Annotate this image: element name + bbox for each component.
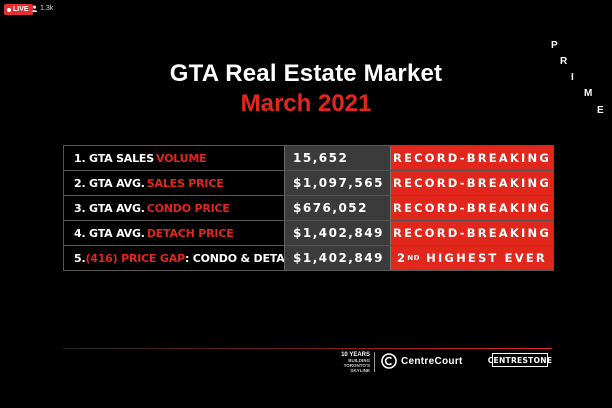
row-value: $1,402,849 xyxy=(285,221,391,245)
viewer-count: 1.3k xyxy=(31,4,53,13)
table-row: 1. GTA SALES VOLUME 15,652 RECORD-BREAKI… xyxy=(64,146,553,171)
years-line: TORONTO'S xyxy=(343,363,370,368)
label-prefix: 5. xyxy=(74,251,86,265)
status-number: 2 xyxy=(397,251,408,265)
prime-letter-i: I xyxy=(571,72,574,83)
label-highlight: CONDO PRICE xyxy=(146,201,230,215)
footer-vertical-divider xyxy=(374,352,375,372)
prime-letter-m: M xyxy=(584,88,593,99)
row-value: $676,052 xyxy=(285,196,391,220)
years-line: SKYLINE xyxy=(350,368,370,373)
market-stats-table: 1. GTA SALES VOLUME 15,652 RECORD-BREAKI… xyxy=(63,145,554,271)
label-prefix: 3. GTA AVG. xyxy=(74,201,145,215)
row-status: 2 ND HIGHEST EVER xyxy=(391,246,553,270)
row-label: 1. GTA SALES VOLUME xyxy=(64,146,285,170)
years-line: 10 YEARS xyxy=(341,352,370,358)
status-ordinal-suffix: ND xyxy=(407,254,420,262)
prime-letter-r: R xyxy=(560,56,568,67)
centrecourt-logo-icon xyxy=(381,353,397,369)
viewer-count-label: 1.3k xyxy=(40,5,54,12)
table-row: 2. GTA AVG. SALES PRICE $1,097,565 RECOR… xyxy=(64,171,553,196)
label-prefix: 4. GTA AVG. xyxy=(74,226,145,240)
label-highlight: DETACH PRICE xyxy=(146,226,234,240)
page-title: GTA Real Estate Market xyxy=(169,60,443,87)
row-label: 3. GTA AVG. CONDO PRICE xyxy=(64,196,285,220)
table-row: 4. GTA AVG. DETACH PRICE $1,402,849 RECO… xyxy=(64,221,553,246)
row-label: 5. (416) PRICE GAP: CONDO & DETACH xyxy=(64,246,285,270)
live-badge: LIVE xyxy=(4,4,33,15)
live-dot-icon xyxy=(7,7,11,12)
row-label: 4. GTA AVG. DETACH PRICE xyxy=(64,221,285,245)
prime-letter-p: P xyxy=(551,40,558,51)
user-icon xyxy=(31,5,38,12)
years-line: BUILDING xyxy=(348,358,370,363)
table-row: 5. (416) PRICE GAP: CONDO & DETACH $1,40… xyxy=(64,246,553,270)
row-value: $1,402,849 xyxy=(285,246,391,270)
prime-letter-e: E xyxy=(597,105,604,116)
row-value: 15,652 xyxy=(285,146,391,170)
label-highlight: SALES PRICE xyxy=(146,176,224,190)
page-subtitle: March 2021 xyxy=(240,90,372,117)
label-prefix: 2. GTA AVG. xyxy=(74,176,145,190)
centrecourt-brand: CentreCourt xyxy=(401,356,463,367)
row-status: RECORD-BREAKING xyxy=(391,221,553,245)
row-value: $1,097,565 xyxy=(285,171,391,195)
label-suffix: : CONDO & DETACH xyxy=(184,251,285,265)
row-label: 2. GTA AVG. SALES PRICE xyxy=(64,171,285,195)
row-status: RECORD-BREAKING xyxy=(391,171,553,195)
centrestone-logo: CENTRESTONE xyxy=(488,353,552,367)
label-highlight: VOLUME xyxy=(155,151,207,165)
label-prefix: 1. GTA SALES xyxy=(74,151,154,165)
row-status: RECORD-BREAKING xyxy=(391,146,553,170)
ten-years-tagline: 10 YEARS BUILDING TORONTO'S SKYLINE xyxy=(330,352,370,373)
row-status: RECORD-BREAKING xyxy=(391,196,553,220)
footer-divider-line xyxy=(63,348,552,349)
label-highlight: (416) PRICE GAP xyxy=(85,251,185,265)
live-label: LIVE xyxy=(13,6,29,13)
table-row: 3. GTA AVG. CONDO PRICE $676,052 RECORD-… xyxy=(64,196,553,221)
status-rest: HIGHEST EVER xyxy=(419,251,547,265)
